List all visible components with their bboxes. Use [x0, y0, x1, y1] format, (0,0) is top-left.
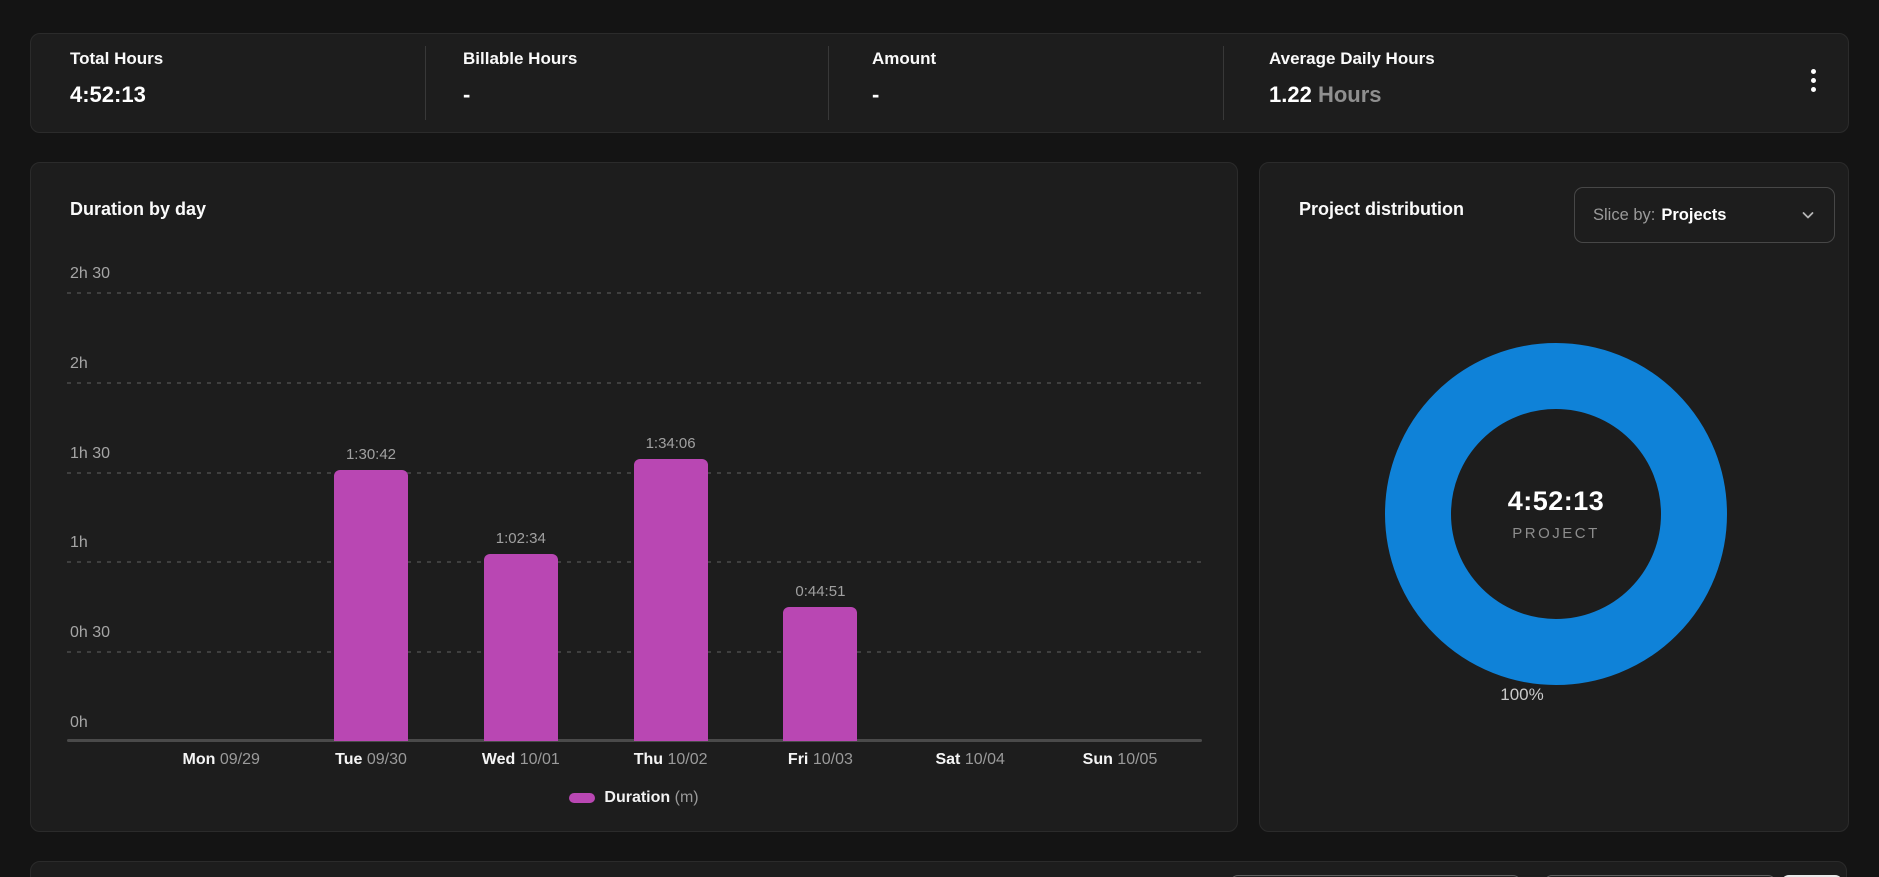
y-axis-tick: 2h 30: [70, 265, 111, 282]
slice-by-value: Projects: [1661, 205, 1727, 224]
summary-stats-bar: Total Hours 4:52:13 Billable Hours - Amo…: [30, 33, 1849, 133]
slice-by-dropdown[interactable]: Slice by: Projects: [1574, 187, 1835, 243]
duration-by-day-card: Duration by day 2h 30 2h 1h 30 1h 0h 30 0h Mon…: [30, 162, 1238, 832]
x-axis-label-thu: Thu 10/02: [633, 751, 708, 768]
bar-tue[interactable]: [334, 470, 408, 741]
legend-swatch-duration: [569, 793, 596, 803]
donut-center-value: 4:52:13: [1507, 486, 1605, 516]
x-axis-label-fri: Fri 10/03: [787, 751, 853, 768]
bar-value-label: 1:34:06: [645, 435, 696, 452]
gridline: [67, 292, 1202, 294]
stat-value: 1.22 Hours: [1269, 82, 1382, 108]
bar-thu[interactable]: [633, 459, 708, 741]
x-axis-label-mon: Mon 09/29: [182, 751, 260, 768]
bar-fri[interactable]: [783, 607, 858, 741]
legend-unit: (m): [674, 789, 699, 806]
bar-value-label: 1:30:42: [345, 446, 397, 463]
x-axis-label-sat: Sat 10/04: [935, 751, 1005, 768]
x-axis-label-tue: Tue 09/30: [335, 751, 407, 768]
x-axis-label-sun: Sun 10/05: [1082, 751, 1158, 768]
divider: [828, 46, 829, 120]
donut-center-label: PROJECT: [1512, 525, 1600, 542]
stat-value: -: [872, 82, 880, 107]
project-distribution-card: Project distribution Slice by: Projects …: [1259, 162, 1849, 832]
y-axis-tick: 2h: [70, 354, 88, 372]
chevron-down-icon: [1802, 212, 1814, 219]
stat-value: -: [463, 82, 471, 107]
detailed-report-card: [30, 861, 1847, 877]
action-button-partial[interactable]: [1781, 875, 1843, 877]
bar-value-label: 0:44:51: [795, 583, 846, 600]
kebab-menu-icon[interactable]: [1797, 60, 1829, 100]
y-axis-tick: 1h 30: [70, 444, 111, 462]
legend-label: Duration (m): [604, 789, 698, 807]
x-axis-label-wed: Wed 10/01: [481, 751, 560, 768]
stat-label: Average Daily Hours: [1269, 49, 1435, 68]
bar-wed[interactable]: [483, 554, 558, 741]
slice-by-label: Slice by:: [1593, 205, 1656, 224]
chart-title: Duration by day: [70, 199, 207, 219]
chart-legend[interactable]: Duration (m): [31, 789, 1237, 807]
donut-percent-label: 100%: [1500, 685, 1544, 704]
y-axis-tick: 0h: [70, 714, 88, 731]
bar-value-label: 1:02:34: [495, 530, 546, 547]
stat-label: Amount: [872, 49, 937, 68]
legend-series-name: Duration: [604, 789, 671, 806]
donut-title: Project distribution: [1299, 199, 1465, 219]
stat-label: Total Hours: [70, 49, 164, 68]
gridline: [67, 381, 1202, 384]
donut-chart[interactable]: 4:52:13 PROJECT: [1385, 343, 1727, 685]
stat-value-number: 1.22: [1269, 82, 1312, 107]
duration-bar-chart: 2h 30 2h 1h 30 1h 0h 30 0h Mon 09/29 1:30:42 Tue…: [67, 163, 1202, 768]
stat-value: 4:52:13: [70, 82, 146, 107]
stat-value-unit: Hours: [1317, 82, 1382, 107]
divider: [1223, 46, 1224, 120]
y-axis-tick: 1h: [70, 534, 88, 552]
divider: [425, 46, 426, 120]
y-axis-tick: 0h 30: [70, 624, 111, 642]
stat-label: Billable Hours: [463, 49, 578, 68]
